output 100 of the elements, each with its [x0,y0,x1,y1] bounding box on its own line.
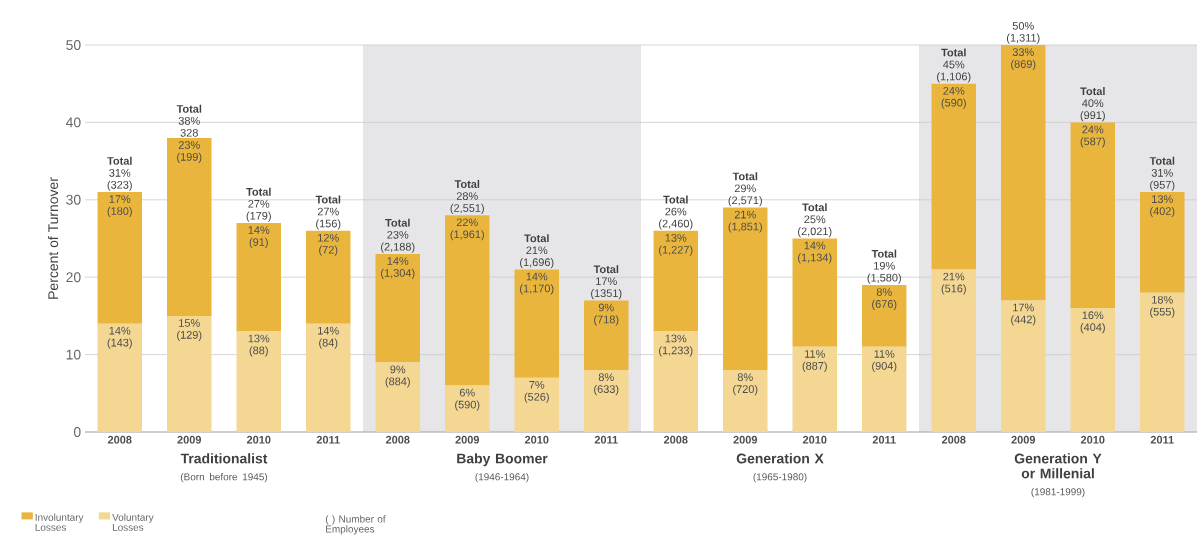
total-label: Total 40% (991) [1080,87,1105,122]
total-label: Total 21% (1,696) [520,234,554,269]
data-label: 15% (129) [177,319,202,341]
bar [306,230,351,324]
data-label: 9% (718) [594,303,619,326]
data-label: 14% (1,170) [520,272,554,295]
data-label: 7% (526) [524,381,549,403]
x-tick-label: 2010 [1080,435,1105,444]
total-label: Total 27% (156) [315,195,341,230]
x-tick-label: 2011 [1150,435,1174,444]
data-label: 16% (404) [1080,311,1105,334]
total-label: Total 45% (1,106) [937,48,971,83]
total-label: Total 23% (2,188) [381,218,415,253]
data-label: 13% (1,233) [659,334,693,357]
total-label: Total 38% 328 [176,104,202,137]
x-tick-label: 2010 [246,435,271,444]
x-tick-label: 2011 [316,435,340,444]
data-label: 11% (887) [802,350,827,372]
total-label: Total 31% (957) [1149,156,1175,191]
data-label: 9% (884) [385,365,410,388]
text: Traditionalist [180,453,268,464]
legend-label: Voluntary Losses [112,513,154,531]
data-label: 24% (590) [941,86,966,109]
text: ( ) Number of Employees [325,515,386,535]
total-label: Total 28% (2,551) [450,179,484,215]
x-tick-label: 2008 [385,435,410,444]
x-tick-label: 2008 [941,435,966,444]
data-label: 24% (587) [1080,125,1105,148]
bar [862,346,907,432]
bar [1140,292,1185,432]
text: Baby Boomer [457,453,548,467]
bar [931,83,976,270]
data-label: 14% (91) [248,226,270,249]
data-label: 14% (84) [318,326,339,349]
bar [931,269,976,432]
x-tick-label: 2009 [733,435,758,444]
data-label: 11% (904) [872,350,897,372]
bar [584,300,629,371]
data-label: 17% (180) [107,195,132,218]
x-tick-label: 2009 [455,435,480,444]
bar [584,370,629,432]
total-label: Total 31% (323) [107,156,132,191]
data-label: 8% (720) [733,373,758,396]
data-label: 14% (1,134) [798,241,832,264]
text: (Born before 1945) [180,473,268,483]
bar [723,370,768,432]
total-label: 50% (1,311) [1006,21,1040,44]
bar [862,284,907,347]
bar [792,238,837,347]
data-label: 17% (442) [1011,303,1036,326]
data-label: 8% (676) [872,288,897,310]
total-label: Total 29% (2,571) [728,172,762,207]
text: (1946-1964) [475,473,529,483]
data-label: 23% (199) [177,141,202,163]
bar [445,385,490,432]
x-tick-label: 2010 [802,435,827,444]
text: Generation Y or Millenial [1014,453,1102,479]
bar [1001,45,1046,301]
bar [1001,300,1046,432]
total-label: Total 25% (2,021) [798,203,832,238]
text: Generation X [736,453,824,464]
data-label: 14% (143) [107,326,132,349]
y-tick-label: 30 [66,194,81,205]
y-tick-label: 20 [66,272,81,283]
text: (1981-1999) [1031,487,1085,498]
y-tick-label: 50 [66,40,81,50]
bar [1070,122,1115,309]
x-tick-label: 2008 [107,435,132,444]
data-label: 13% (1,227) [659,233,693,256]
y-tick-label: 40 [65,117,81,128]
bar [97,192,142,324]
x-tick-label: 2011 [872,435,896,444]
data-label: 14% (1,304) [381,257,415,279]
bar [236,331,281,432]
y-axis-title: Percent of Turnover [47,177,59,299]
total-label: Total 17% (1351) [591,265,622,300]
bar [514,269,559,378]
data-label: 21% (516) [941,272,966,295]
bar [167,137,212,316]
total-label: Total 19% (1,580) [867,249,901,284]
bar [306,323,351,432]
bar [1070,308,1115,432]
bar [375,253,420,363]
data-label: 33% (869) [1011,48,1036,71]
bar [236,223,281,332]
bar [723,207,768,371]
data-label: 8% (633) [594,373,619,396]
y-tick-label: 0 [73,427,81,437]
y-tick-label: 10 [66,349,81,360]
x-tick-label: 2009 [1011,435,1036,444]
data-label: 21% (1,851) [728,210,762,233]
bar [1140,192,1185,293]
legend-label: Involuntary Losses [35,513,84,531]
x-tick-label: 2009 [177,435,202,444]
data-label: 12% (72) [318,233,339,256]
bar [97,323,142,432]
text: (1965-1980) [753,473,807,483]
bar [167,315,212,432]
total-label: Total 26% (2,460) [659,195,693,230]
data-label: 6% (590) [455,388,480,411]
